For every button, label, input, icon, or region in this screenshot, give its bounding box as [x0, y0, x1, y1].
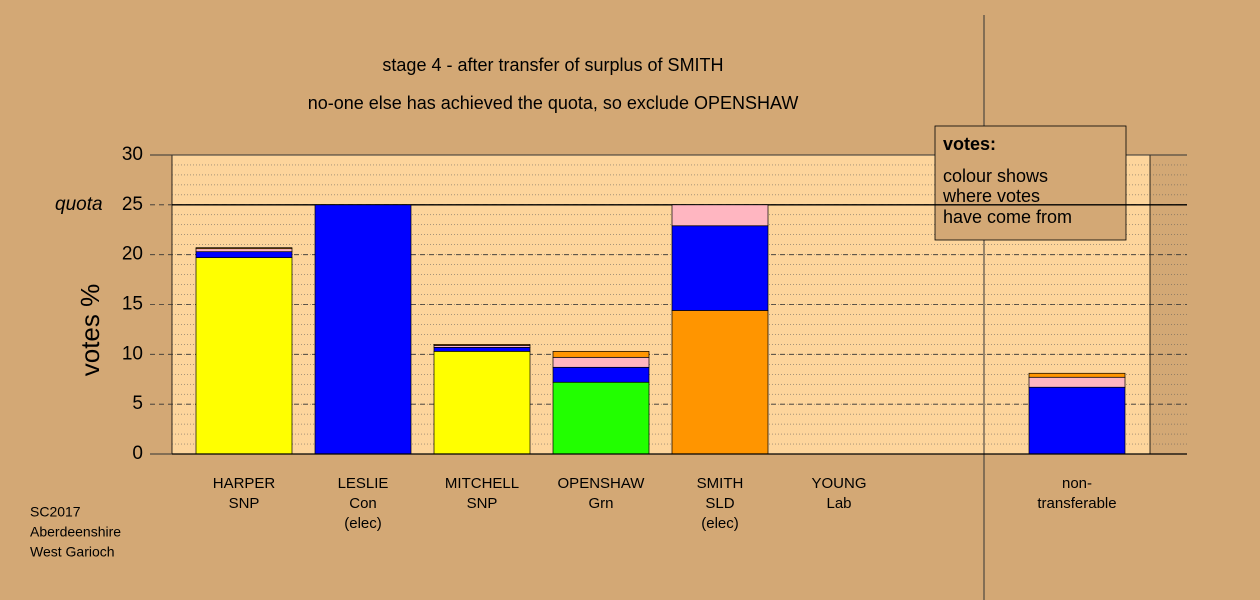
bar-segment — [433, 347, 531, 352]
legend-text: where votes — [942, 186, 1040, 206]
bar-segment — [1028, 376, 1126, 388]
legend-text: colour shows — [943, 166, 1048, 186]
bar-segment — [1028, 372, 1126, 378]
x-tick-label: (elec) — [701, 515, 739, 532]
bar-segment — [671, 225, 769, 311]
chart-title: stage 4 - after transfer of surplus of S… — [382, 55, 723, 75]
x-tick-label: (elec) — [344, 515, 382, 532]
y-tick-label: 15 — [122, 294, 143, 315]
bar-segment — [433, 344, 531, 346]
quota-label: quota — [55, 194, 103, 215]
legend: votes: colour shows where votes have com… — [934, 125, 1127, 241]
chart-subtitle: no-one else has achieved the quota, so e… — [308, 93, 799, 113]
legend-title: votes: — [943, 134, 996, 154]
y-tick-label: 5 — [132, 393, 143, 414]
x-tick-label: transferable — [1037, 495, 1116, 512]
bar-segment — [671, 310, 769, 455]
x-tick-label: SLD — [705, 495, 734, 512]
footnote: Aberdeenshire — [30, 524, 121, 540]
bar-segment — [552, 381, 650, 455]
bar-segment — [552, 350, 650, 358]
bar-segment — [195, 248, 293, 253]
x-tick-label: LESLIE — [338, 475, 389, 492]
footnote: SC2017 — [30, 504, 81, 520]
x-tick-label: SMITH — [697, 475, 744, 492]
bar-segment — [1028, 386, 1126, 455]
legend-box — [934, 125, 1127, 241]
x-tick-label: MITCHELL — [445, 475, 519, 492]
bar-segment — [195, 247, 293, 250]
bar-segment — [195, 251, 293, 259]
bar-segment — [195, 257, 293, 455]
y-tick-label: 30 — [122, 144, 143, 165]
x-tick-label: SNP — [229, 495, 260, 512]
y-tick-label: 0 — [132, 443, 143, 464]
x-tick-label: Grn — [588, 495, 613, 512]
footnote: West Garioch — [30, 544, 115, 560]
x-tick-label: HARPER — [213, 475, 276, 492]
bar-segment — [552, 366, 650, 383]
x-tick-label: Con — [349, 495, 377, 512]
x-tick-label: YOUNG — [811, 475, 866, 492]
legend-text: have come from — [943, 207, 1072, 227]
y-tick-label: 25 — [122, 194, 143, 215]
x-tick-label: SNP — [467, 495, 498, 512]
x-tick-label: Lab — [826, 495, 851, 512]
y-axis-label: votes % — [75, 284, 105, 377]
x-tick-label: OPENSHAW — [558, 475, 646, 492]
bar-segment — [552, 356, 650, 368]
y-tick-label: 10 — [122, 343, 143, 364]
bar-segment — [314, 204, 412, 455]
bar-segment — [671, 204, 769, 227]
bar-segment — [433, 350, 531, 455]
y-tick-label: 20 — [122, 244, 143, 265]
x-tick-label: non- — [1062, 475, 1092, 492]
